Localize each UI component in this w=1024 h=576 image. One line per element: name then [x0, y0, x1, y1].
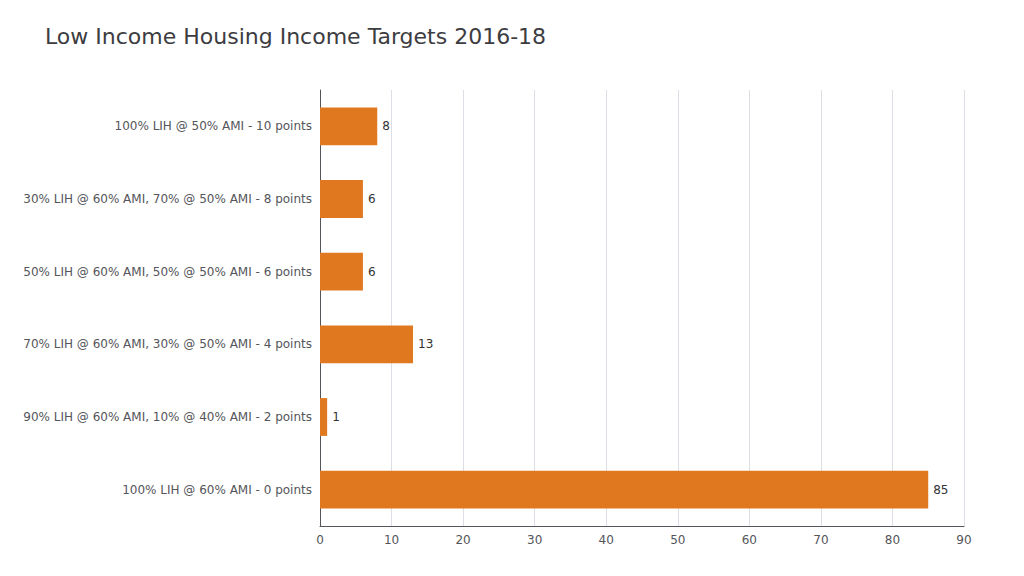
svg-text:8: 8: [382, 119, 390, 133]
svg-text:85: 85: [933, 483, 948, 497]
svg-text:50% LIH @ 60% AMI, 50% @ 50% A: 50% LIH @ 60% AMI, 50% @ 50% AMI - 6 poi…: [23, 265, 312, 279]
svg-text:30% LIH @ 60% AMI, 70% @ 50% A: 30% LIH @ 60% AMI, 70% @ 50% AMI - 8 poi…: [23, 192, 312, 206]
svg-text:13: 13: [418, 337, 433, 351]
svg-text:20: 20: [455, 533, 470, 547]
svg-text:90: 90: [956, 533, 971, 547]
svg-text:100% LIH @ 50% AMI - 10 points: 100% LIH @ 50% AMI - 10 points: [115, 119, 312, 133]
svg-text:40: 40: [599, 533, 614, 547]
svg-text:90% LIH @ 60% AMI, 10% @ 40% A: 90% LIH @ 60% AMI, 10% @ 40% AMI - 2 poi…: [23, 410, 312, 424]
svg-text:70: 70: [813, 533, 828, 547]
svg-text:70% LIH @ 60% AMI, 30% @ 50% A: 70% LIH @ 60% AMI, 30% @ 50% AMI - 4 poi…: [23, 337, 312, 351]
svg-text:100% LIH @ 60% AMI - 0 points: 100% LIH @ 60% AMI - 0 points: [122, 483, 312, 497]
svg-text:1: 1: [332, 410, 340, 424]
svg-text:Low Income Housing Income Targ: Low Income Housing Income Targets 2016-1…: [45, 24, 546, 49]
svg-text:80: 80: [885, 533, 900, 547]
svg-text:60: 60: [742, 533, 757, 547]
svg-text:0: 0: [316, 533, 324, 547]
svg-text:10: 10: [384, 533, 399, 547]
svg-text:6: 6: [368, 192, 376, 206]
svg-text:50: 50: [670, 533, 685, 547]
svg-text:6: 6: [368, 265, 376, 279]
svg-text:30: 30: [527, 533, 542, 547]
